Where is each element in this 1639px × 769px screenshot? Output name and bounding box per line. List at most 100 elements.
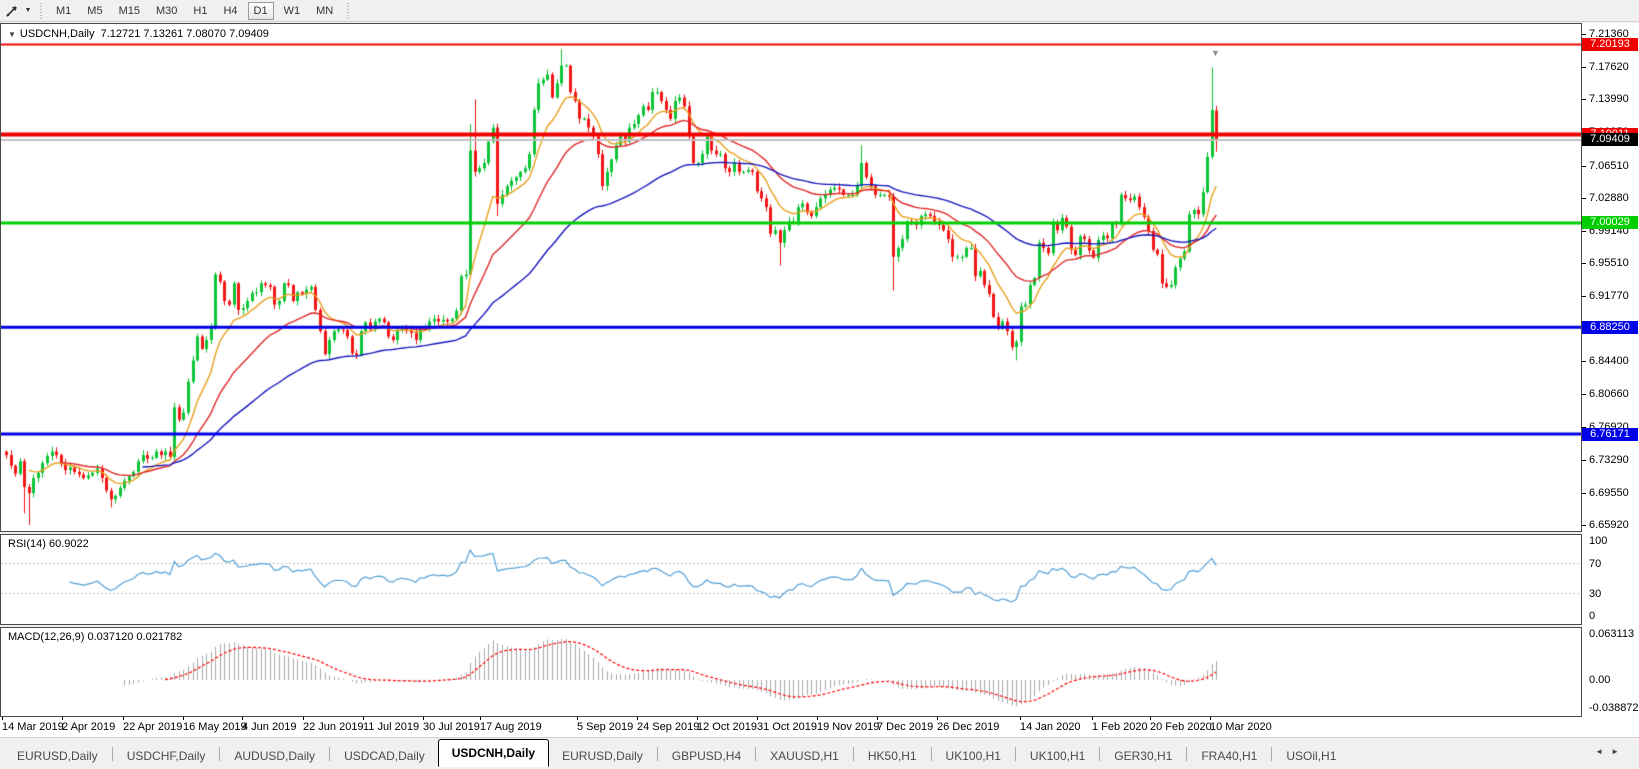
price-axis-label: 7.17620	[1589, 61, 1629, 73]
timeframe-m30-button[interactable]: M30	[155, 4, 178, 17]
tab-hk50-h1[interactable]: HK50,H1	[867, 749, 917, 763]
price-axis-tick	[1582, 99, 1586, 100]
price-axis-tick	[1582, 394, 1586, 395]
tab-eurusd-daily[interactable]: EURUSD,Daily	[562, 749, 643, 763]
toolbar-grip-end[interactable]	[347, 2, 350, 19]
tab-scroll-right-icon[interactable]: ►	[1611, 747, 1627, 756]
time-axis-label: 17 Aug 2019	[480, 721, 542, 733]
rsi-label: RSI(14) 60.9022	[8, 538, 89, 550]
tab-scroll-left-icon[interactable]: ◄	[1595, 747, 1612, 756]
rsi-canvas[interactable]	[1, 535, 1581, 624]
collapse-icon[interactable]: ▼	[8, 30, 16, 39]
price-level-badge: 6.88250	[1582, 321, 1638, 334]
tab-usoil-h1[interactable]: USOil,H1	[1286, 749, 1337, 763]
time-axis-tick	[1150, 717, 1151, 720]
main-chart-canvas[interactable]	[1, 24, 1581, 531]
price-axis-label: 6.91770	[1589, 290, 1629, 302]
price-level-badge: 7.20193	[1582, 38, 1638, 51]
tab-xauusd-h1[interactable]: XAUUSD,H1	[770, 749, 839, 763]
chart-ohlc-values: 7.12721 7.13261 7.08070 7.09409	[100, 28, 269, 40]
time-axis-tick	[817, 717, 818, 720]
tab-usdchf-daily[interactable]: USDCHF,Daily	[126, 749, 206, 763]
time-axis-tick	[183, 717, 184, 720]
time-axis-label: 19 Nov 2019	[817, 721, 880, 733]
macd-indicator-pane[interactable]: MACD(12,26,9) 0.037120 0.021782	[0, 627, 1582, 717]
timeframe-w1-button[interactable]: W1	[283, 4, 301, 17]
macd-scale-label: 0.063113	[1589, 628, 1635, 640]
price-axis[interactable]: 7.213607.176207.139907.102507.065107.028…	[1582, 23, 1639, 717]
time-axis-tick	[877, 717, 878, 720]
timeframe-d1-button[interactable]: D1	[247, 1, 274, 20]
time-axis-label: 5 Sep 2019	[577, 721, 634, 733]
time-axis-tick	[2, 717, 3, 720]
time-axis-tick	[123, 717, 124, 720]
tab-divider	[1271, 747, 1273, 761]
indicator-cursor-icon[interactable]	[2, 2, 22, 20]
time-axis-tick	[62, 717, 63, 720]
main-chart-pane[interactable]: ▼ USDCNH,Daily 7.12721 7.13261 7.08070 7.…	[0, 23, 1582, 532]
price-axis-tick	[1582, 361, 1586, 362]
price-axis-tick	[1582, 231, 1586, 232]
price-axis-label: 6.84400	[1589, 355, 1629, 367]
price-axis-label: 7.06510	[1589, 160, 1629, 172]
tab-divider	[1014, 747, 1016, 761]
time-axis-tick	[697, 717, 698, 720]
tab-divider	[755, 747, 757, 761]
timeframe-m5-button[interactable]: M5	[87, 4, 103, 17]
chart-tab-bar: EURUSD,Daily USDCHF,Daily AUDUSD,Daily USDC…	[0, 737, 1639, 769]
time-axis-tick	[757, 717, 758, 720]
tab-fra40-h1[interactable]: FRA40,H1	[1201, 749, 1258, 763]
timeframe-buttons: M1 M5 M15 M30 H1 H4 D1 W1 MN	[48, 1, 341, 20]
tab-divider	[219, 747, 221, 761]
timeframe-h1-button[interactable]: H1	[193, 4, 208, 17]
time-axis-tick	[423, 717, 424, 720]
macd-scale-label: -0.038872	[1589, 702, 1639, 714]
time-axis-label: 14 Jan 2020	[1020, 721, 1081, 733]
tab-audusd-daily[interactable]: AUDUSD,Daily	[234, 749, 316, 763]
price-axis-label: 6.80660	[1589, 388, 1629, 400]
time-axis-tick	[577, 717, 578, 720]
chart-title: ▼ USDCNH,Daily 7.12721 7.13261 7.08070 7.…	[8, 28, 269, 40]
cursor-dropdown-icon[interactable]: ▼	[24, 7, 32, 14]
rsi-scale-label: 30	[1589, 588, 1602, 600]
time-axis-label: 14 Mar 2019	[2, 721, 64, 733]
macd-scale-label: 0.00	[1589, 674, 1611, 686]
time-axis-tick	[242, 717, 243, 720]
time-axis-tick	[637, 717, 638, 720]
time-axis-label: 2 Apr 2019	[62, 721, 116, 733]
time-axis-label: 22 Apr 2019	[123, 721, 183, 733]
rsi-scale-label: 0	[1589, 610, 1596, 622]
price-level-badge: 7.00029	[1582, 216, 1638, 229]
toolbar-grip[interactable]	[40, 2, 42, 19]
timeframe-m15-button[interactable]: M15	[118, 4, 140, 17]
tab-uk100-h1[interactable]: UK100,H1	[1029, 749, 1086, 763]
time-axis-label: 4 Jun 2019	[242, 721, 297, 733]
tab-usdcnh-daily[interactable]: USDCNH,Daily	[437, 739, 550, 767]
price-axis-label: 7.02880	[1589, 192, 1629, 204]
price-axis-label: 7.21360	[1589, 28, 1629, 40]
price-level-badge: 6.76171	[1582, 428, 1638, 441]
time-axis-label: 7 Dec 2019	[877, 721, 934, 733]
price-axis-tick	[1582, 263, 1586, 264]
tab-usdcad-daily[interactable]: USDCAD,Daily	[344, 749, 425, 763]
macd-canvas[interactable]	[1, 628, 1581, 716]
time-axis-label: 12 Oct 2019	[697, 721, 757, 733]
timeframe-m1-button[interactable]: M1	[56, 4, 72, 17]
tab-gbpusd-h4[interactable]: GBPUSD,H4	[671, 749, 742, 763]
rsi-scale-label: 70	[1589, 558, 1602, 570]
time-axis-tick	[1092, 717, 1093, 720]
time-axis-tick	[303, 717, 304, 720]
time-axis-tick	[480, 717, 481, 720]
tab-uk100-h1[interactable]: UK100,H1	[945, 749, 1001, 763]
timeframe-mn-button[interactable]: MN	[316, 4, 334, 17]
time-axis-tick	[1210, 717, 1211, 720]
timeframe-toolbar: ▼ M1 M5 M15 M30 H1 H4 D1 W1 MN	[0, 0, 1639, 22]
tab-eurusd-daily[interactable]: EURUSD,Daily	[17, 749, 98, 763]
time-axis[interactable]: 14 Mar 2019 2 Apr 2019 22 Apr 2019 16 May 2…	[0, 717, 1639, 737]
rsi-indicator-pane[interactable]: RSI(14) 60.9022	[0, 534, 1582, 625]
tab-ger30-h1[interactable]: GER30,H1	[1114, 749, 1173, 763]
chart-symbol-period: USDCNH,Daily	[19, 28, 95, 40]
timeframe-h4-button[interactable]: H4	[223, 4, 238, 17]
price-axis-tick	[1582, 493, 1586, 494]
chart-shift-marker[interactable]: ▼	[1211, 48, 1220, 58]
